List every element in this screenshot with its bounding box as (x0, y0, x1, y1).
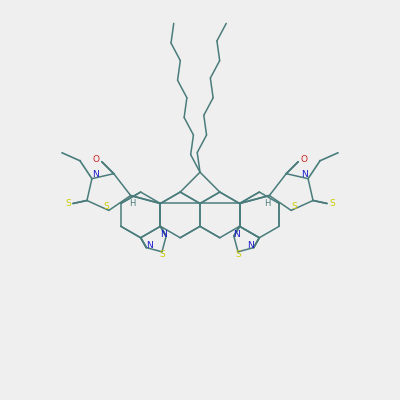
Text: N: N (146, 241, 153, 250)
Text: S: S (235, 250, 241, 259)
Text: N: N (234, 230, 240, 239)
Text: H: H (130, 199, 136, 208)
Text: H: H (264, 199, 270, 208)
Text: S: S (329, 199, 335, 208)
Text: O: O (301, 155, 308, 164)
Text: S: S (291, 202, 297, 211)
Text: N: N (301, 170, 308, 179)
Text: N: N (247, 241, 254, 250)
Text: S: S (65, 199, 71, 208)
Text: N: N (92, 170, 99, 179)
Text: S: S (159, 250, 165, 259)
Text: O: O (92, 155, 99, 164)
Text: N: N (160, 230, 166, 239)
Text: S: S (103, 202, 109, 211)
